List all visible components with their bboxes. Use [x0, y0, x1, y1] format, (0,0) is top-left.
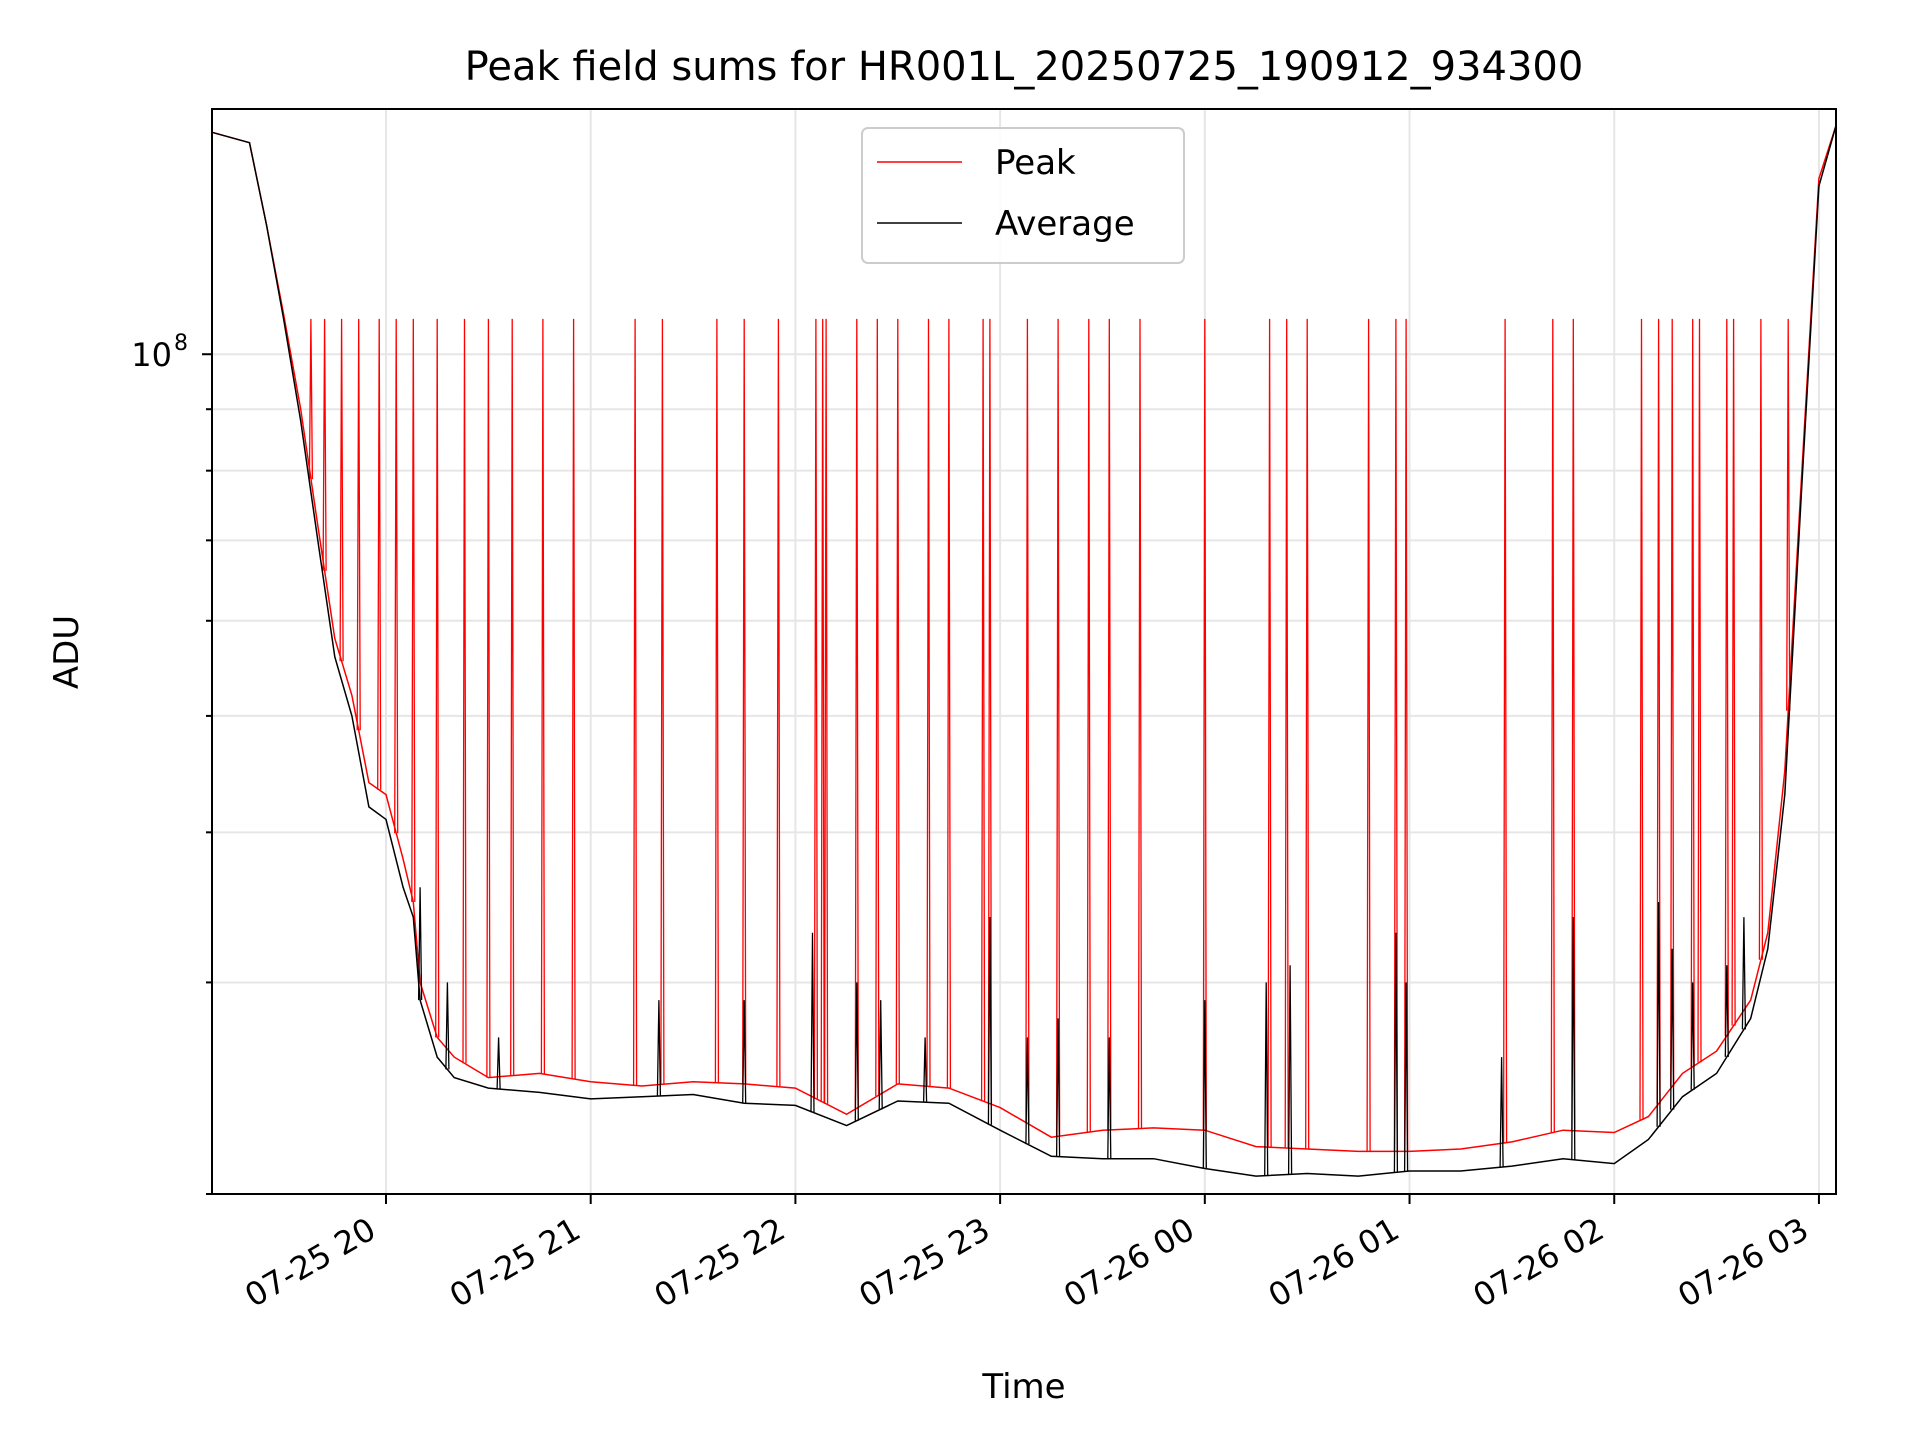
spike-peak	[308, 318, 314, 480]
spike-peak	[875, 318, 880, 1097]
spike-peak	[632, 318, 638, 1086]
spike-average	[1499, 1057, 1504, 1168]
spike-peak	[322, 318, 327, 571]
spike-peak	[823, 318, 829, 1104]
spike-peak	[1107, 318, 1112, 1130]
spike-peak	[462, 318, 467, 1064]
spike-peak	[854, 318, 859, 1109]
plot-frame	[211, 108, 1837, 1195]
spike-peak	[1366, 318, 1371, 1152]
spike-peak	[813, 318, 819, 1099]
series-layer	[211, 125, 1837, 1177]
spike-peak	[1697, 318, 1702, 1063]
spike-peak	[411, 318, 416, 903]
spike-peak	[1550, 318, 1555, 1133]
spike-peak	[435, 318, 440, 1038]
spike-peak	[510, 318, 515, 1076]
spike-average	[1690, 982, 1695, 1090]
spike-average	[1055, 1018, 1061, 1157]
spike-average	[656, 1000, 662, 1097]
spike-peak	[1690, 318, 1695, 1067]
spike-peak	[356, 318, 361, 731]
spike-peak	[714, 318, 720, 1083]
spike-peak	[987, 318, 993, 1104]
spike-average	[417, 887, 423, 1001]
legend-label-peak: Peak	[995, 143, 1076, 183]
spike-average	[810, 932, 815, 1113]
spike-average	[1025, 1037, 1030, 1145]
spike-peak	[1202, 318, 1207, 1131]
spike-peak	[1055, 318, 1061, 1137]
spike-peak	[1284, 318, 1289, 1149]
spike-peak	[926, 318, 931, 1087]
spike-average	[1670, 948, 1675, 1110]
spike-peak	[1403, 318, 1409, 1152]
spike-peak	[1571, 318, 1576, 1131]
spike-peak	[1670, 318, 1675, 1087]
spike-peak	[486, 318, 491, 1078]
spike-average	[1403, 982, 1409, 1172]
y-axis-label: ADU	[47, 615, 87, 689]
spike-peak	[980, 318, 986, 1102]
spike-average	[987, 917, 993, 1125]
spike-average	[1571, 917, 1576, 1160]
spike-peak	[1724, 318, 1729, 1036]
chart-title: Peak field sums for HR001L_20250725_1909…	[465, 44, 1584, 90]
spike-average	[1264, 982, 1269, 1176]
spike-peak	[1786, 318, 1791, 711]
spike-peak	[1502, 318, 1508, 1143]
spike-peak	[1305, 318, 1310, 1150]
spike-peak	[339, 318, 344, 662]
spike-peak	[820, 318, 825, 1103]
spike-peak	[540, 318, 546, 1075]
spike-peak	[742, 318, 747, 1084]
spike-average	[1656, 901, 1661, 1127]
spike-average	[1107, 1037, 1112, 1159]
spike-peak	[1656, 318, 1661, 1104]
y-tick-label: 10	[131, 336, 172, 374]
spike-peak	[1267, 318, 1272, 1148]
spike-average	[1724, 965, 1729, 1057]
x-axis-label: Time	[981, 1367, 1065, 1407]
spike-peak	[1639, 318, 1644, 1120]
spike-peak	[1137, 318, 1143, 1129]
spike-peak	[776, 318, 781, 1087]
legend: Peak Average	[861, 127, 1185, 264]
spike-average	[878, 1000, 883, 1110]
spike-peak	[1393, 318, 1399, 1152]
spike-average	[1741, 917, 1747, 1030]
spike-peak	[1731, 318, 1736, 1026]
y-tick-exponent: 8	[174, 331, 188, 356]
spike-average	[1202, 1000, 1207, 1169]
spike-peak	[895, 318, 900, 1084]
legend-label-average: Average	[995, 204, 1135, 244]
spike-average	[1287, 965, 1293, 1175]
spike-average	[496, 1037, 501, 1090]
spike-peak	[571, 318, 576, 1080]
spike-peak	[660, 318, 665, 1085]
spike-peak	[377, 318, 382, 790]
spike-average	[854, 982, 859, 1121]
spike-peak	[946, 318, 952, 1089]
spike-average	[1393, 932, 1399, 1173]
spike-peak	[1758, 318, 1764, 960]
spike-average	[742, 1000, 747, 1104]
spike-average	[922, 1037, 928, 1103]
spike-peak	[394, 318, 399, 834]
spike-peak	[1086, 318, 1091, 1133]
spike-average	[445, 982, 450, 1070]
spike-peak	[1025, 318, 1030, 1124]
